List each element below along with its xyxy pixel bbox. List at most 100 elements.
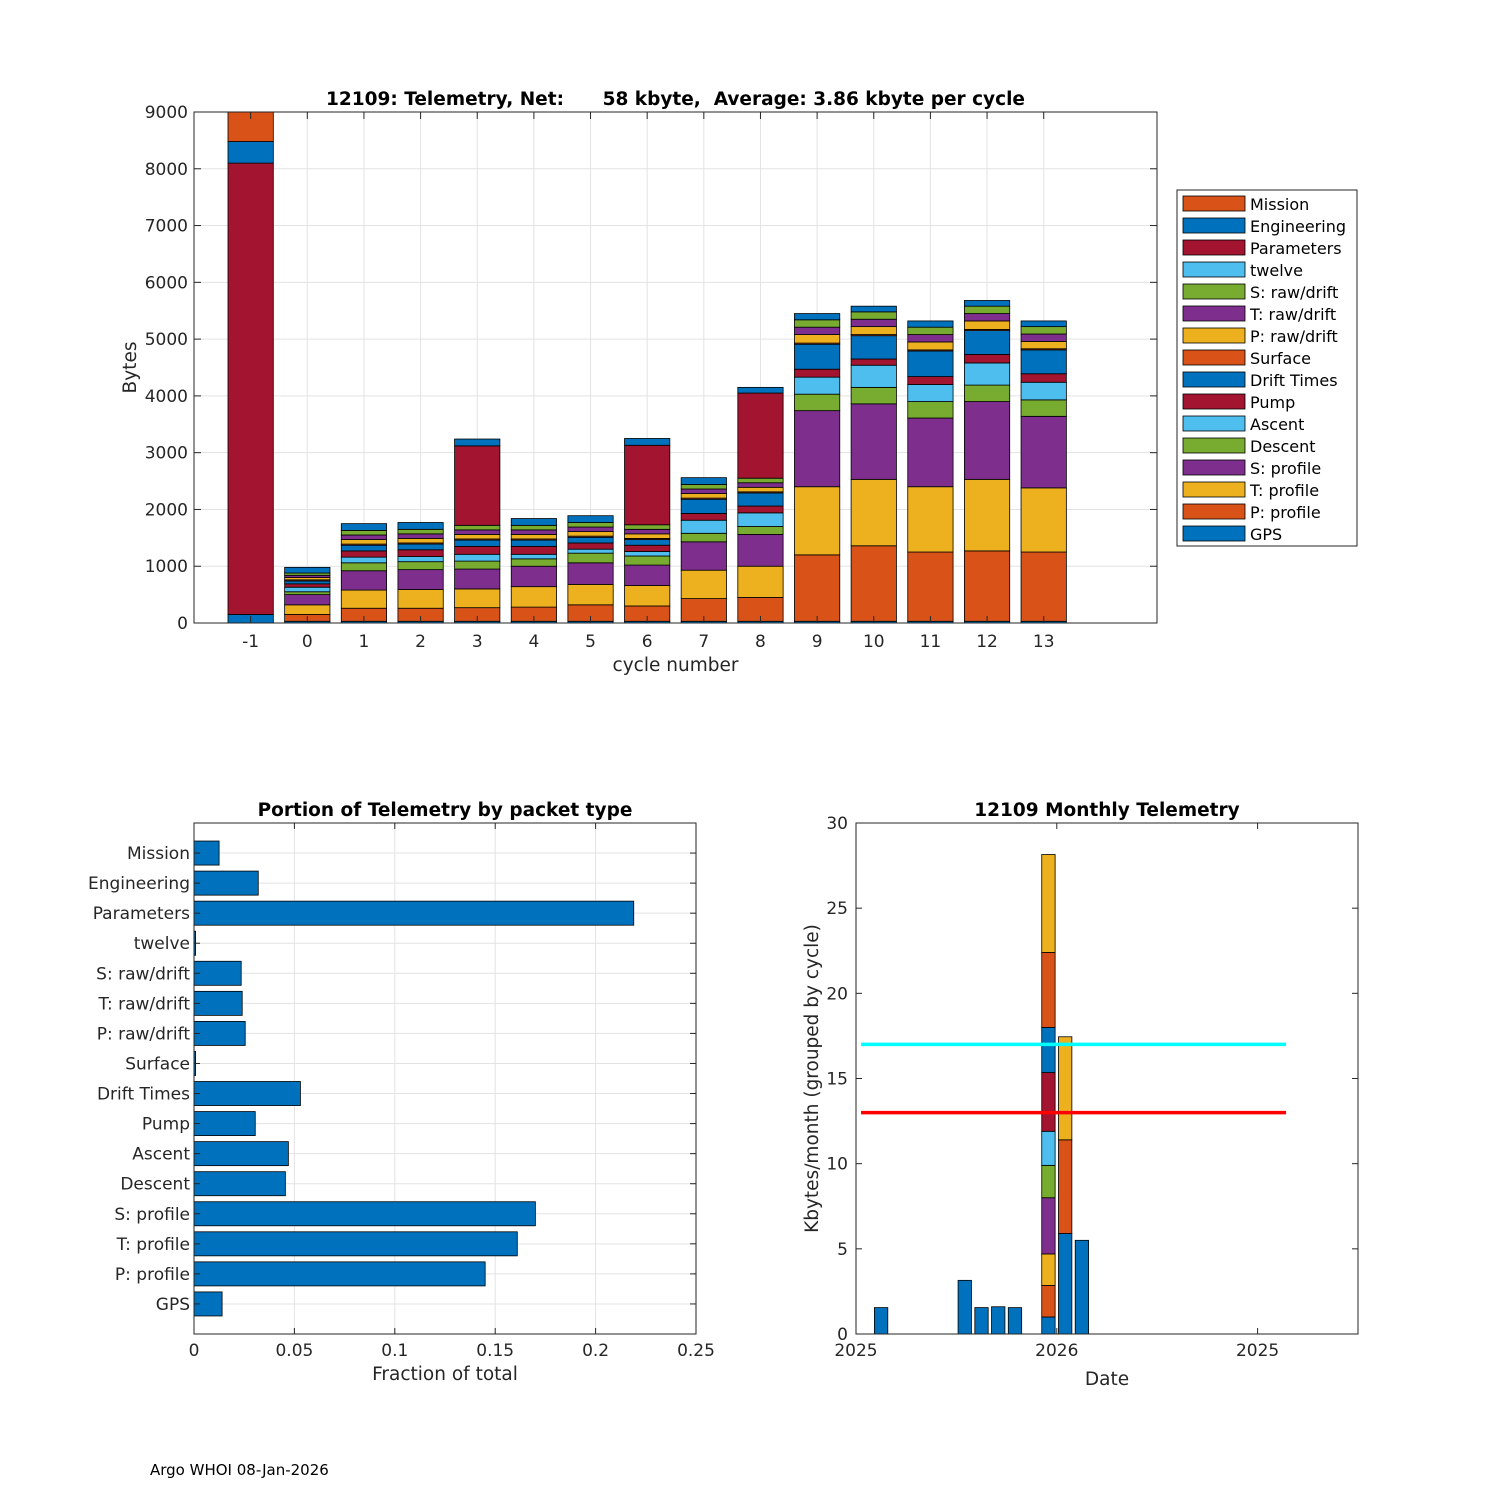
x-axis-label: Date	[1085, 1369, 1129, 1390]
x-tick-label: 0.1	[381, 1341, 408, 1361]
y-tick-label: Descent	[120, 1175, 190, 1195]
bar-segment	[227, 141, 274, 164]
bar-segment	[794, 554, 841, 622]
bar-segment	[567, 531, 614, 537]
bar-segment	[964, 354, 1011, 364]
bar-segment	[850, 311, 897, 320]
bar-segment	[1020, 326, 1067, 335]
legend-label: T: profile	[1249, 481, 1319, 500]
chart-title: 12109: Telemetry, Net: 58 kbyte, Average…	[326, 89, 1025, 110]
bar-segment	[624, 444, 671, 526]
bar-segment	[850, 305, 897, 313]
y-tick-label: 5	[837, 1240, 848, 1260]
y-tick-label: 5000	[145, 330, 188, 350]
x-tick-label: 0	[302, 632, 313, 652]
y-tick-label: 10	[826, 1155, 848, 1175]
bar-segment	[794, 368, 841, 378]
y-tick-label: T: profile	[116, 1235, 190, 1255]
y-tick-label: 4000	[145, 387, 188, 407]
bar-segment	[850, 545, 897, 622]
bar-segment	[1007, 1307, 1023, 1335]
bar-segment	[1041, 854, 1056, 953]
bar-segment	[907, 320, 954, 328]
bar-segment	[964, 478, 1011, 552]
bar-segment	[340, 544, 387, 552]
y-tick-label: Ascent	[132, 1145, 190, 1165]
bar-segment	[1041, 1316, 1056, 1335]
bar-segment	[454, 545, 501, 555]
bar-segment	[680, 484, 727, 490]
y-tick-label: 9000	[145, 103, 188, 123]
bar-segment	[737, 492, 784, 507]
y-tick-label: P: profile	[115, 1265, 190, 1285]
bar-segment	[794, 393, 841, 412]
x-axis-label: cycle number	[613, 655, 739, 676]
bar-segment	[964, 313, 1011, 322]
bar-segment	[737, 392, 784, 479]
legend-swatch	[1182, 327, 1246, 344]
bar-segment	[340, 556, 387, 564]
y-tick-label: 15	[826, 1070, 848, 1090]
bar-segment	[567, 548, 614, 554]
bar-segment	[624, 528, 671, 535]
bar-segment	[567, 552, 614, 564]
x-tick-label: 2026	[1035, 1341, 1078, 1361]
bar-segment	[454, 438, 501, 447]
bar	[193, 1171, 286, 1197]
bar-segment	[907, 326, 954, 335]
legend-swatch	[1182, 437, 1246, 454]
bar-segment	[957, 1279, 972, 1335]
bar-segment	[397, 533, 444, 539]
chart-title: Portion of Telemetry by packet type	[258, 800, 633, 821]
bar-segment	[397, 528, 444, 535]
bar-segment	[680, 541, 727, 571]
bar-segment	[567, 515, 614, 523]
bar-segment	[907, 486, 954, 553]
x-tick-label: 7	[698, 632, 709, 652]
bar-segment	[680, 477, 727, 485]
bar-segment	[284, 583, 331, 588]
legend-swatch	[1182, 371, 1246, 388]
portion-chart-axes	[193, 822, 697, 1335]
bar-segment	[1020, 415, 1067, 489]
bar-segment	[850, 358, 897, 366]
footer-text: Argo WHOI 08-Jan-2026	[150, 1461, 329, 1479]
bar-segment	[737, 482, 784, 488]
bar-segment	[907, 384, 954, 402]
bar-segment	[737, 526, 784, 535]
bar-segment	[510, 529, 557, 535]
bar-segment	[850, 364, 897, 388]
bar	[193, 1020, 246, 1046]
bar-segment	[624, 438, 671, 446]
legend-label: Pump	[1250, 393, 1295, 412]
x-tick-label: 1	[359, 632, 370, 652]
y-tick-label: 30	[826, 814, 848, 834]
bar-segment	[964, 320, 1011, 330]
legend-label: S: raw/drift	[1250, 283, 1338, 302]
bar-segment	[907, 341, 954, 351]
bar-segment	[907, 551, 954, 622]
bar-segment	[454, 534, 501, 540]
legend-swatch	[1182, 393, 1246, 410]
bar-segment	[567, 583, 614, 606]
bar-segment	[1041, 1130, 1056, 1166]
bar	[193, 960, 242, 986]
bar-segment	[624, 544, 671, 552]
legend-swatch	[1182, 481, 1246, 498]
bar-segment	[680, 493, 727, 499]
bar-segment	[510, 524, 557, 531]
y-axis-label: Kbytes/month (grouped by cycle)	[802, 924, 823, 1233]
bar-segment	[991, 1306, 1006, 1335]
bar-segment	[1041, 1197, 1056, 1255]
bar-segment	[1041, 952, 1056, 1028]
bar-segment	[510, 539, 557, 547]
y-tick-label: S: profile	[114, 1205, 190, 1225]
bar	[193, 1111, 256, 1137]
y-tick-label: 3000	[145, 444, 188, 464]
bar-segment	[680, 488, 727, 494]
legend-swatch	[1182, 195, 1246, 212]
bar-segment	[284, 580, 331, 585]
x-tick-label: 4	[528, 632, 539, 652]
bar-segment	[624, 539, 671, 546]
bar-segment	[1020, 373, 1067, 383]
